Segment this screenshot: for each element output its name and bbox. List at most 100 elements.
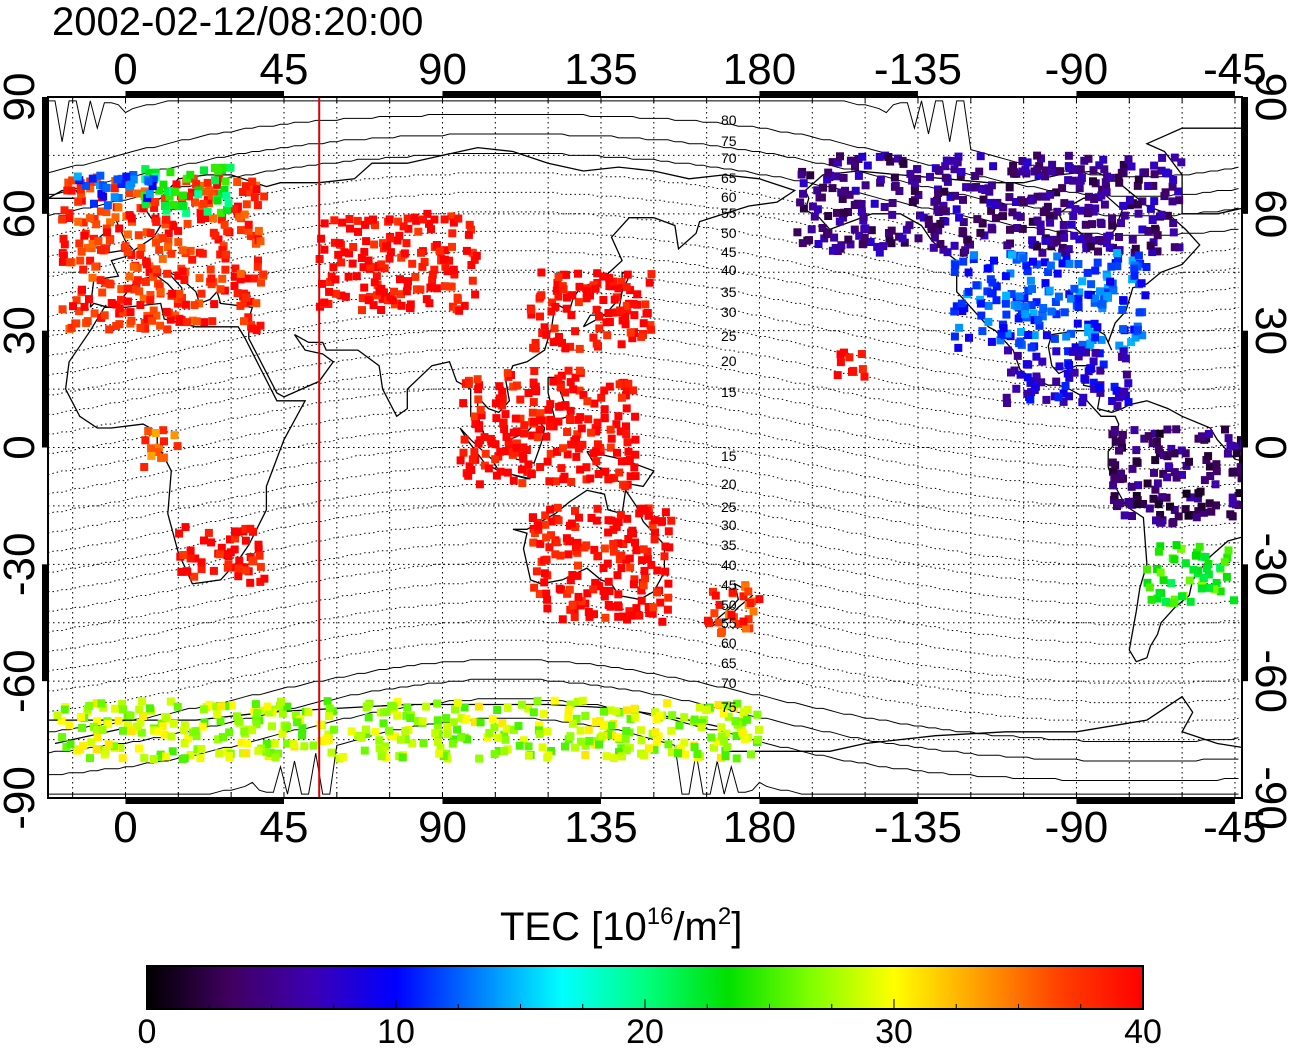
tec-cell <box>491 399 500 408</box>
tec-cell <box>943 248 952 257</box>
tec-cell <box>495 382 504 391</box>
tec-cell <box>500 730 509 739</box>
tec-cell <box>1134 251 1143 260</box>
tec-cell <box>1002 291 1011 300</box>
tec-cell <box>253 709 262 718</box>
tec-cell <box>565 585 574 594</box>
tec-cell <box>254 544 263 553</box>
tec-cell <box>1091 333 1099 342</box>
tec-cell <box>158 234 167 243</box>
bottom-longitude-label: -135 <box>874 803 962 852</box>
tec-cell <box>1119 201 1128 210</box>
tec-cell <box>1065 259 1074 268</box>
tec-cell <box>430 265 439 274</box>
tec-cell <box>595 324 604 333</box>
tec-cell <box>717 723 726 732</box>
tec-cell <box>851 186 860 195</box>
tec-cell <box>936 240 945 248</box>
tec-cell <box>1108 397 1117 405</box>
tec-cell <box>651 708 659 717</box>
tec-cell <box>559 475 568 484</box>
tec-cell <box>354 227 362 236</box>
tec-cell <box>860 372 869 381</box>
tec-cell <box>92 745 101 754</box>
tec-cell <box>574 298 583 307</box>
tec-cell <box>241 566 250 575</box>
tec-cell <box>547 531 555 540</box>
tec-cell <box>1087 280 1096 289</box>
tec-cell <box>474 702 483 711</box>
tec-cell <box>316 720 325 729</box>
tec-cell <box>199 705 208 714</box>
tec-cell <box>402 239 411 248</box>
tec-cell <box>1102 188 1111 197</box>
tec-cell <box>1052 188 1061 197</box>
tec-cell <box>246 231 255 240</box>
tec-cell <box>1127 482 1136 491</box>
tec-cell <box>603 331 612 340</box>
tec-cell <box>1065 361 1074 369</box>
tec-cell <box>252 720 261 729</box>
tec-cell <box>524 389 533 397</box>
tec-cell <box>270 739 279 748</box>
tec-cell <box>223 227 232 236</box>
coastline <box>1145 127 1242 215</box>
tec-cell <box>217 702 226 711</box>
tec-cell <box>1033 166 1042 175</box>
tec-cell <box>119 726 127 735</box>
tec-cell <box>188 255 197 264</box>
timestamp-title: 2002-02-12/08:20:00 <box>52 0 424 44</box>
tec-cell <box>650 516 659 525</box>
tec-cell <box>1130 271 1139 280</box>
tec-cell <box>976 152 985 161</box>
tec-cell <box>604 731 612 739</box>
tec-cell <box>545 543 554 552</box>
tec-cell <box>390 300 399 309</box>
tec-cell <box>948 156 957 165</box>
tec-cell <box>1189 565 1198 574</box>
tec-cell <box>371 728 380 737</box>
tec-cell <box>527 310 536 319</box>
tec-cell <box>1127 500 1136 509</box>
tec-cell <box>127 727 136 736</box>
tec-cell <box>1050 334 1059 343</box>
tec-cell <box>615 380 624 389</box>
tec-cell <box>460 301 469 310</box>
tec-cell <box>1016 370 1025 379</box>
tec-cell <box>1153 247 1162 256</box>
tec-cell <box>448 242 456 251</box>
tec-cell <box>1125 196 1134 205</box>
tec-cell <box>1062 254 1071 263</box>
tec-cell <box>606 443 615 452</box>
tec-cell <box>433 738 442 746</box>
tec-cell <box>1049 211 1058 220</box>
tec-cell <box>111 213 120 222</box>
tec-cell <box>90 309 99 318</box>
tec-cell <box>988 225 997 234</box>
tec-cell <box>1144 182 1153 190</box>
tec-cell <box>576 726 585 735</box>
tec-cell <box>1096 287 1104 296</box>
tec-cell <box>476 436 485 445</box>
tec-cell <box>914 234 923 243</box>
tec-cell <box>755 725 763 734</box>
tec-cell <box>191 554 200 563</box>
tec-cell <box>181 300 190 309</box>
tec-cell <box>739 592 748 601</box>
tec-cell <box>530 583 539 592</box>
tec-cell <box>143 315 152 324</box>
tec-cell <box>1204 570 1213 579</box>
tec-cell <box>595 740 603 749</box>
tec-cell <box>651 728 660 737</box>
tec-cell <box>1019 254 1028 263</box>
tec-cell <box>140 187 149 196</box>
tec-cell <box>609 308 618 317</box>
tec-cell <box>652 715 661 723</box>
tec-cell <box>364 713 373 722</box>
tec-cell <box>859 212 868 221</box>
tec-cell <box>1151 224 1160 233</box>
tec-cell <box>805 236 813 245</box>
tec-cell <box>647 560 656 569</box>
tec-cell <box>382 242 391 251</box>
tec-cell <box>939 245 948 254</box>
